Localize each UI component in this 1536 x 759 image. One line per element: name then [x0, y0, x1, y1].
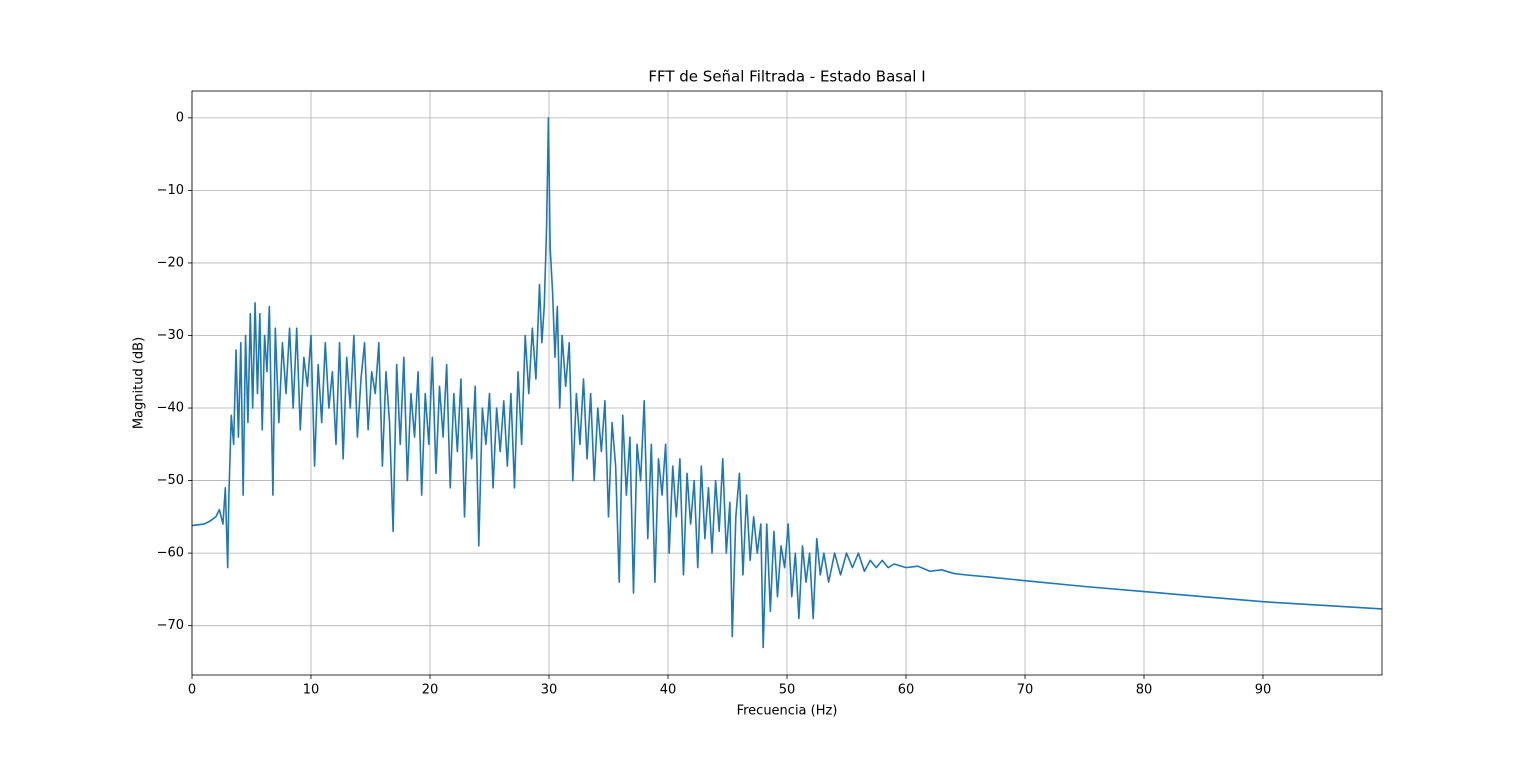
x-tick-label: 60	[898, 683, 915, 698]
x-tick-label: 0	[188, 683, 196, 698]
y-tick-label: 0	[176, 110, 184, 125]
x-tick-label: 90	[1255, 683, 1272, 698]
chart-title: FFT de Señal Filtrada - Estado Basal I	[648, 68, 925, 86]
plot-frame	[191, 90, 1383, 676]
x-axis-label: Frecuencia (Hz)	[737, 704, 838, 719]
x-tick-label: 30	[541, 683, 558, 698]
y-tick-label: −60	[157, 546, 184, 561]
y-axis-label: Magnitud (dB)	[132, 337, 147, 429]
y-tick-label: −50	[157, 473, 184, 488]
x-tick-label: 40	[660, 683, 677, 698]
y-tick-label: −30	[157, 328, 184, 343]
x-tick-label: 20	[422, 683, 439, 698]
x-tick-label: 10	[303, 683, 320, 698]
y-tick-label: −40	[157, 401, 184, 416]
x-tick-label: 80	[1136, 683, 1153, 698]
x-tick-label: 50	[779, 683, 796, 698]
x-tick-label: 70	[1017, 683, 1034, 698]
y-tick-label: −70	[157, 618, 184, 633]
y-tick-label: −10	[157, 183, 184, 198]
line	[192, 117, 1382, 649]
y-tick-label: −20	[157, 255, 184, 270]
